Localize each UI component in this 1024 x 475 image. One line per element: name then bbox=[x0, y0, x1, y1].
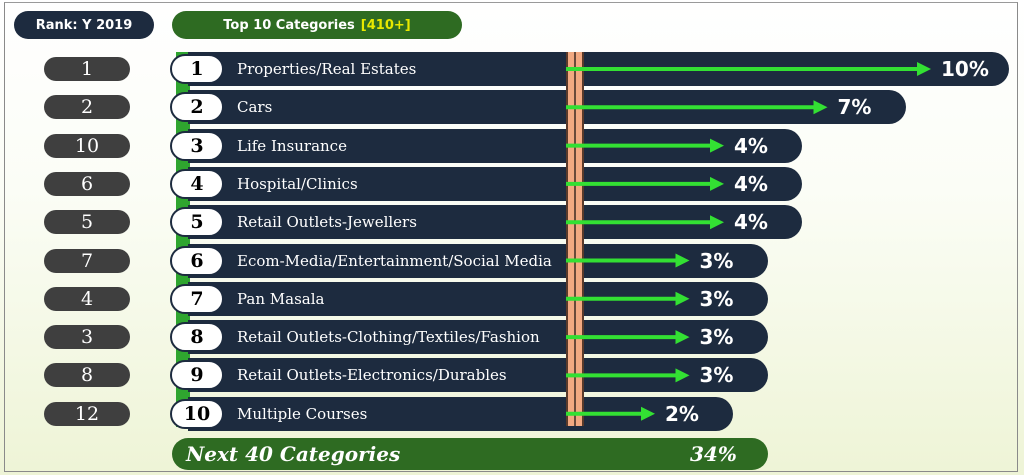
rank-2019-pill: 4 bbox=[44, 286, 130, 311]
value-label: 10% bbox=[941, 57, 989, 81]
position-badge: 7 bbox=[170, 283, 224, 314]
position-badge: 5 bbox=[170, 207, 224, 238]
rank-2019-pill: 2 bbox=[44, 95, 130, 120]
value-label: 4% bbox=[734, 133, 768, 158]
value-label: 4% bbox=[734, 210, 768, 235]
next-categories-percent: 34% bbox=[690, 442, 737, 466]
category-label: Retail Outlets-Jewellers bbox=[237, 213, 417, 232]
position-badge: 1 bbox=[170, 54, 224, 84]
rank-2019-pill: 6 bbox=[44, 171, 130, 196]
rank-2019-pill: 5 bbox=[44, 210, 130, 235]
category-label: Retail Outlets-Electronics/Durables bbox=[237, 366, 507, 385]
category-bar bbox=[188, 90, 906, 125]
category-label: Retail Outlets-Clothing/Textiles/Fashion bbox=[237, 328, 540, 347]
category-label: Hospital/Clinics bbox=[237, 174, 358, 193]
axis-divider bbox=[566, 52, 584, 426]
chart-frame bbox=[4, 2, 1018, 472]
value-label: 2% bbox=[665, 401, 699, 426]
rank-2019-pill: 1 bbox=[44, 57, 130, 81]
next-categories-bar bbox=[172, 438, 768, 470]
rank-2019-pill: 12 bbox=[44, 401, 130, 426]
value-label: 3% bbox=[699, 286, 734, 311]
position-badge: 3 bbox=[170, 130, 224, 161]
position-badge: 4 bbox=[170, 168, 224, 199]
rank-2019-pill: 10 bbox=[44, 133, 130, 158]
top-categories-label: Top 10 Categories bbox=[223, 17, 355, 33]
value-label: 7% bbox=[837, 95, 872, 120]
top-categories-count: [410+] bbox=[360, 17, 411, 33]
position-badge: 10 bbox=[170, 398, 224, 429]
rank-2019-pill: 8 bbox=[44, 363, 130, 388]
value-label: 3% bbox=[699, 363, 734, 388]
next-categories-label: Next 40 Categories bbox=[186, 442, 401, 466]
position-badge: 8 bbox=[170, 322, 224, 353]
category-label: Ecom-Media/Entertainment/Social Media bbox=[237, 251, 552, 270]
value-label: 3% bbox=[699, 248, 734, 273]
value-label: 3% bbox=[699, 325, 734, 350]
position-badge: 9 bbox=[170, 360, 224, 391]
category-label: Cars bbox=[237, 98, 273, 117]
category-label: Properties/Real Estates bbox=[237, 60, 417, 78]
value-label: 4% bbox=[734, 171, 768, 196]
position-badge: 6 bbox=[170, 245, 224, 276]
rank-year-header: Rank: Y 2019 bbox=[14, 11, 154, 39]
rank-2019-pill: 3 bbox=[44, 325, 130, 350]
top-categories-header: Top 10 Categories [410+] bbox=[172, 11, 462, 39]
rank-2019-pill: 7 bbox=[44, 248, 130, 273]
category-label: Multiple Courses bbox=[237, 404, 368, 423]
position-badge: 2 bbox=[170, 92, 224, 123]
category-label: Pan Masala bbox=[237, 289, 325, 308]
category-label: Life Insurance bbox=[237, 136, 347, 155]
